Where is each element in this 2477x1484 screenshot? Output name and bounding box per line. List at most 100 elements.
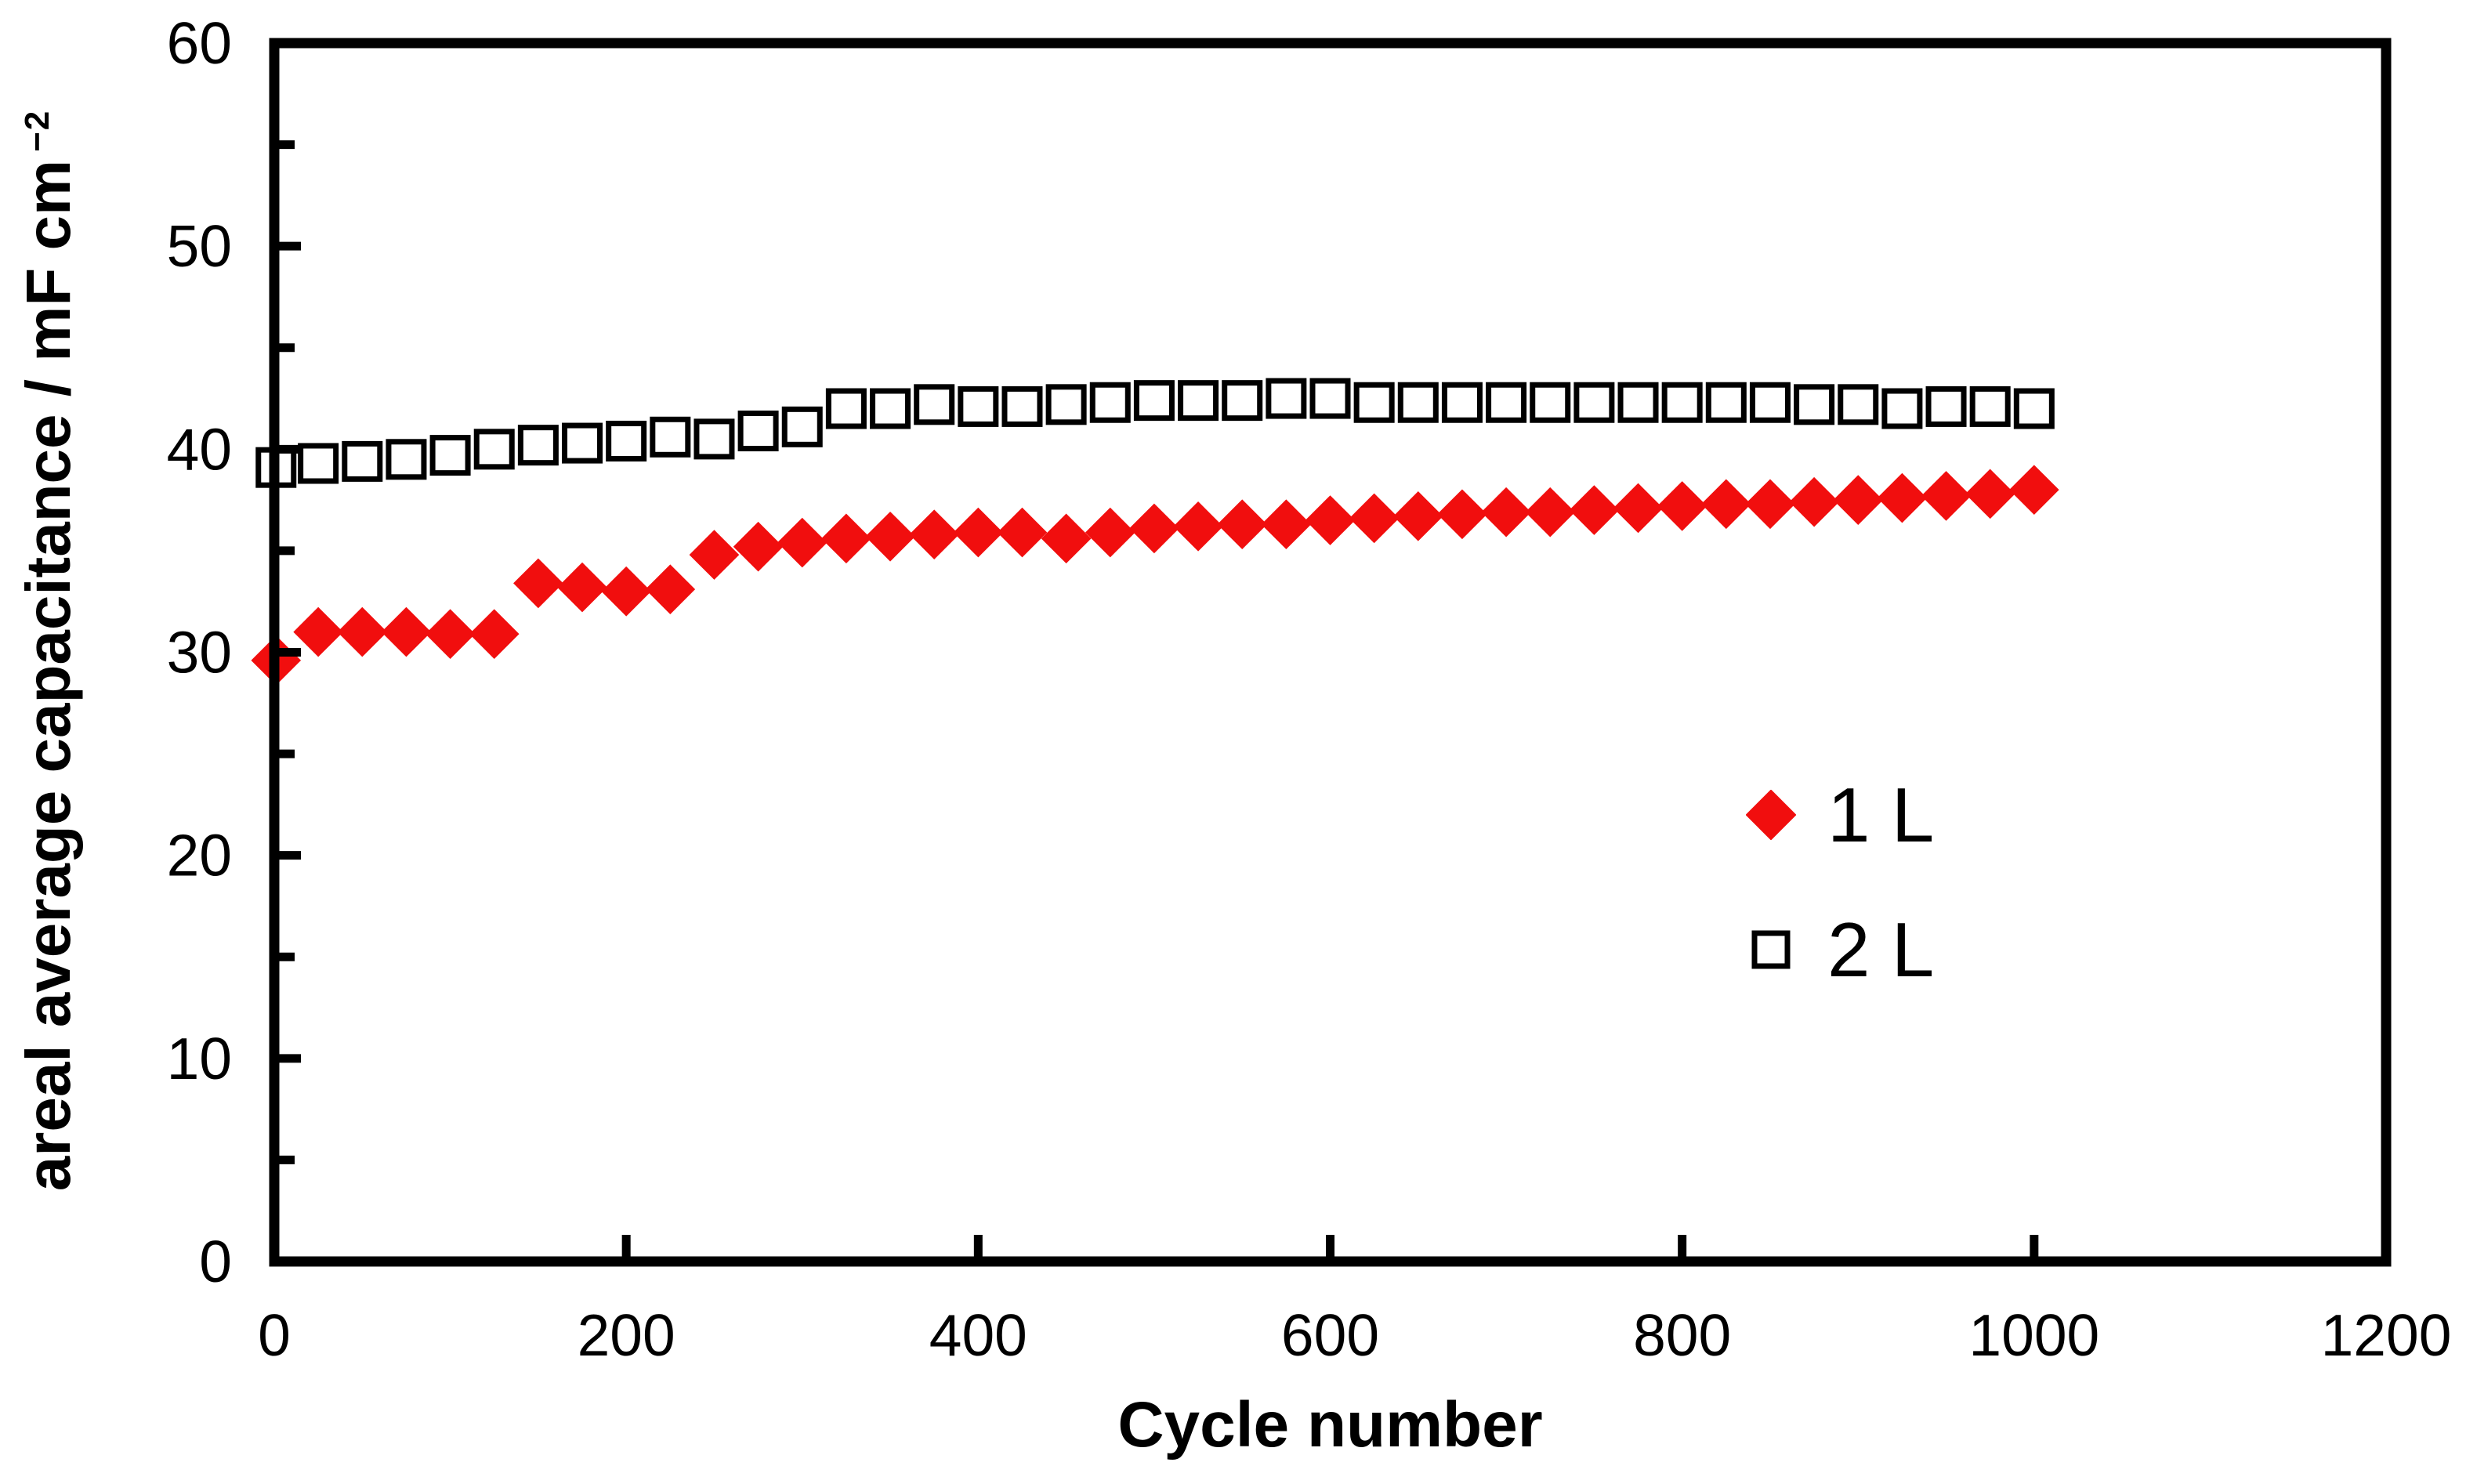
data-point-2L bbox=[1969, 385, 2011, 427]
data-point-1L bbox=[1745, 479, 1795, 530]
data-point-2L bbox=[429, 435, 471, 476]
data-point-1L bbox=[337, 606, 388, 657]
data-point-2L bbox=[1573, 382, 1615, 423]
data-point-2L bbox=[473, 429, 515, 470]
data-point-2L bbox=[606, 420, 647, 461]
data-point-2L bbox=[1001, 385, 1043, 427]
data-point-1L bbox=[1965, 469, 2015, 519]
data-point-1L bbox=[1525, 487, 1576, 537]
legend-item-2L: 2 L bbox=[1746, 907, 1934, 993]
data-point-2L bbox=[737, 411, 779, 452]
x-tick-label: 400 bbox=[929, 1302, 1027, 1368]
data-point-1L bbox=[1392, 491, 1443, 541]
data-point-1L bbox=[601, 566, 651, 617]
data-point-2L bbox=[1838, 384, 1879, 425]
data-point-1L bbox=[1569, 485, 1620, 535]
data-point-1L bbox=[645, 564, 696, 614]
data-point-1L bbox=[865, 511, 915, 562]
y-tick-label: 10 bbox=[167, 1026, 232, 1091]
data-point-1L bbox=[2009, 465, 2059, 515]
x-axis-title: Cycle number bbox=[1117, 1389, 1543, 1460]
data-point-1L bbox=[1833, 475, 1884, 525]
data-point-2L bbox=[1530, 382, 1571, 423]
data-point-2L bbox=[958, 385, 999, 427]
data-point-1L bbox=[557, 562, 607, 613]
data-point-1L bbox=[1700, 479, 1751, 530]
data-point-1L bbox=[1657, 481, 1707, 531]
data-point-2L bbox=[825, 388, 867, 429]
data-point-1L bbox=[425, 609, 476, 659]
data-point-2L bbox=[650, 416, 691, 458]
y-axis-title-superscript: −2 bbox=[17, 109, 56, 152]
data-point-1L bbox=[733, 521, 784, 572]
data-point-2L bbox=[1441, 382, 1483, 423]
data-point-1L bbox=[1129, 503, 1179, 554]
diamond-marker-icon bbox=[1746, 790, 1796, 840]
data-point-2L bbox=[342, 440, 383, 482]
data-point-2L bbox=[693, 418, 735, 460]
data-point-2L bbox=[1089, 382, 1131, 423]
data-point-2L bbox=[1266, 378, 1307, 419]
data-point-1L bbox=[1481, 487, 1531, 537]
data-point-1L bbox=[513, 558, 563, 609]
data-point-1L bbox=[1613, 483, 1664, 534]
data-point-2L bbox=[781, 406, 823, 447]
data-point-2L bbox=[1661, 382, 1703, 423]
data-point-2L bbox=[914, 384, 955, 425]
data-point-2L bbox=[1397, 382, 1439, 423]
x-tick-label: 1200 bbox=[2321, 1302, 2452, 1368]
x-tick-label: 800 bbox=[1633, 1302, 1731, 1368]
data-point-1L bbox=[1349, 493, 1400, 544]
data-point-2L bbox=[870, 388, 911, 429]
data-point-2L bbox=[1486, 382, 1527, 423]
y-axis-title: areal average capacitance / mF cm −2 bbox=[5, 63, 92, 1238]
data-point-1L bbox=[1261, 499, 1312, 550]
x-tick-label: 0 bbox=[258, 1302, 291, 1368]
plot-frame bbox=[269, 38, 2392, 1267]
data-point-2L bbox=[1705, 382, 1747, 423]
data-point-2L bbox=[1353, 382, 1395, 423]
data-point-2L bbox=[562, 422, 603, 464]
data-point-2L bbox=[1222, 380, 1263, 422]
data-point-2L bbox=[1881, 388, 1923, 429]
data-point-1L bbox=[909, 509, 960, 560]
data-point-1L bbox=[777, 517, 827, 568]
data-point-1L bbox=[1305, 495, 1356, 545]
data-point-2L bbox=[1133, 380, 1175, 422]
y-tick-label: 40 bbox=[167, 416, 232, 482]
data-point-1L bbox=[381, 606, 432, 657]
data-point-2L bbox=[1925, 385, 1967, 427]
data-point-1L bbox=[1217, 499, 1268, 550]
y-tick-label: 60 bbox=[167, 10, 232, 76]
data-point-1L bbox=[1041, 513, 1092, 564]
data-point-2L bbox=[1749, 382, 1791, 423]
data-point-1L bbox=[821, 513, 871, 564]
legend-label-2L: 2 L bbox=[1827, 907, 1935, 993]
data-point-1L bbox=[469, 609, 520, 659]
data-point-1L bbox=[997, 507, 1048, 558]
data-point-1L bbox=[1921, 471, 1972, 521]
data-point-1L bbox=[1789, 476, 1839, 527]
legend-label-1L: 1 L bbox=[1827, 772, 1935, 858]
x-tick-label: 1000 bbox=[1968, 1302, 2099, 1368]
data-point-1L bbox=[689, 530, 740, 580]
axes-layer bbox=[269, 38, 2392, 1267]
square-marker-icon bbox=[1751, 930, 1791, 969]
data-point-1L bbox=[293, 606, 343, 657]
data-point-2L bbox=[1045, 384, 1087, 425]
legend: 1 L 2 L bbox=[1746, 772, 1934, 1041]
data-point-2L bbox=[2013, 388, 2055, 429]
y-tick-label: 20 bbox=[167, 823, 232, 889]
data-point-2L bbox=[1617, 382, 1659, 423]
data-point-2L bbox=[386, 439, 427, 480]
data-point-1L bbox=[1173, 501, 1223, 552]
data-point-2L bbox=[517, 425, 559, 466]
y-tick-label: 0 bbox=[199, 1229, 232, 1294]
y-tick-label: 50 bbox=[167, 213, 232, 279]
data-point-1L bbox=[1877, 472, 1928, 523]
data-point-1L bbox=[953, 507, 1004, 558]
legend-item-1L: 1 L bbox=[1746, 772, 1934, 858]
